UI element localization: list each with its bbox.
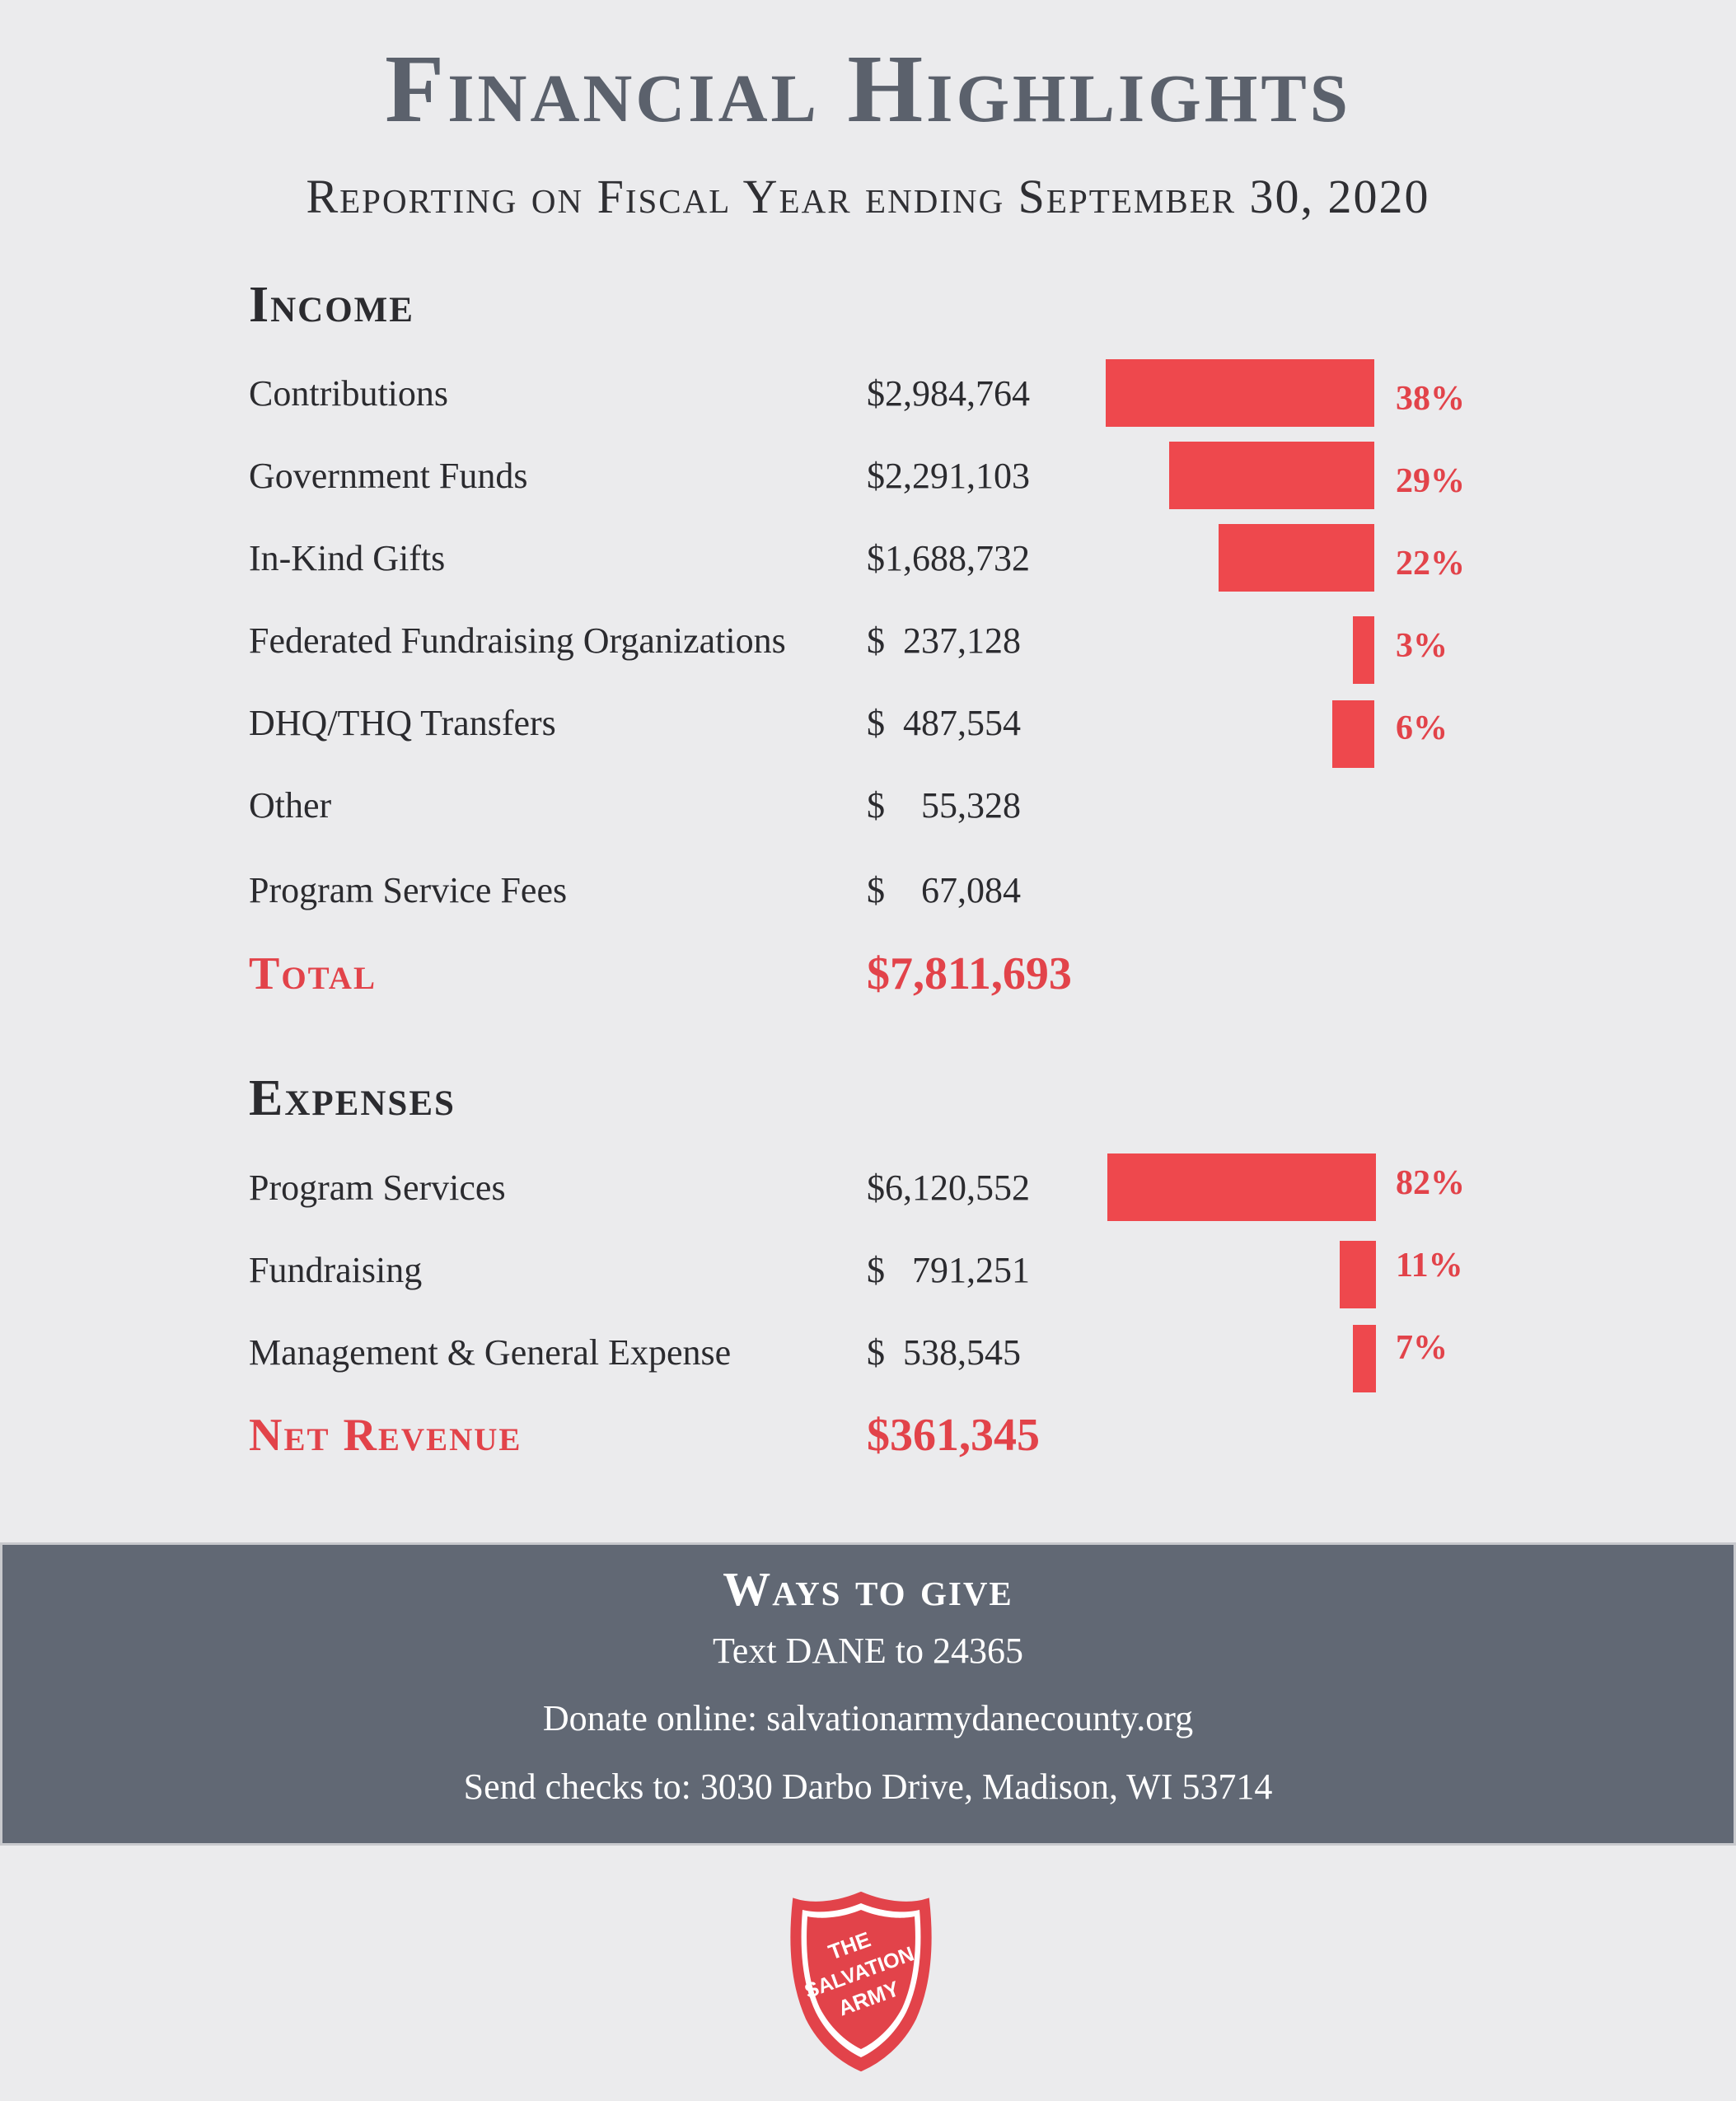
send-checks-line: Send checks to: 3030 Darbo Drive, Madiso… bbox=[463, 1766, 1273, 1807]
expense-bar-fundraising bbox=[1340, 1241, 1376, 1308]
income-row-label: Program Service Fees bbox=[249, 870, 568, 910]
income-percent: 6% bbox=[1396, 709, 1448, 747]
expense-row-label: Management & General Expense bbox=[249, 1332, 732, 1373]
income-row-label: Federated Fundraising Organizations bbox=[249, 620, 786, 661]
income-bar-contributions bbox=[1106, 359, 1374, 427]
page-subtitle: Reporting on Fiscal Year ending Septembe… bbox=[306, 170, 1430, 223]
donate-online-line[interactable]: Donate online: salvationarmydanecounty.o… bbox=[542, 1698, 1194, 1738]
income-percent: 3% bbox=[1396, 627, 1448, 665]
shield-icon: THE SALVATION ARMY bbox=[790, 1891, 932, 2072]
ways-to-give-panel bbox=[0, 1542, 1736, 1846]
income-heading: Income bbox=[249, 277, 414, 333]
text-to-give-line: Text DANE to 24365 bbox=[713, 1631, 1023, 1671]
ways-to-give-title: Ways to give bbox=[723, 1562, 1013, 1616]
income-bar-federated-fundraising bbox=[1353, 616, 1374, 684]
expense-percent: 82% bbox=[1396, 1164, 1465, 1202]
net-revenue-label: Net Revenue bbox=[249, 1410, 522, 1461]
net-revenue-amount: $361,345 bbox=[867, 1410, 1040, 1461]
expense-row-amount: $ 538,545 bbox=[867, 1332, 1021, 1373]
income-percent: 22% bbox=[1396, 545, 1465, 583]
income-row-label: Government Funds bbox=[249, 456, 528, 496]
income-total-amount: $7,811,693 bbox=[867, 948, 1072, 999]
expense-percent: 7% bbox=[1396, 1329, 1448, 1367]
income-bar-in-kind-gifts bbox=[1219, 524, 1374, 592]
income-row-amount: $ 237,128 bbox=[867, 620, 1021, 661]
income-row-amount: $2,984,764 bbox=[867, 373, 1030, 414]
income-row-label: Other bbox=[249, 785, 332, 826]
expense-row-label: Program Services bbox=[249, 1167, 506, 1208]
income-row-amount: $ 67,084 bbox=[867, 870, 1021, 910]
income-row-label: Contributions bbox=[249, 373, 449, 414]
expense-row-label: Fundraising bbox=[249, 1250, 423, 1290]
income-percent: 38% bbox=[1396, 380, 1465, 418]
income-bar-dhq-thq-transfers bbox=[1331, 700, 1374, 768]
income-row-amount: $1,688,732 bbox=[867, 538, 1030, 578]
expense-percent: 11% bbox=[1396, 1247, 1463, 1284]
income-row-label: In-Kind Gifts bbox=[249, 538, 446, 578]
income-row-label: DHQ/THQ Transfers bbox=[249, 703, 556, 743]
expense-row-amount: $ 791,251 bbox=[867, 1250, 1030, 1290]
expense-bar-program-services bbox=[1107, 1153, 1376, 1221]
expenses-heading: Expenses bbox=[249, 1070, 456, 1126]
income-row-amount: $ 487,554 bbox=[867, 703, 1021, 743]
income-bar-government-funds bbox=[1169, 442, 1374, 509]
income-total-label: Total bbox=[249, 948, 377, 999]
income-row-amount: $2,291,103 bbox=[867, 456, 1030, 496]
income-row-amount: $ 55,328 bbox=[867, 785, 1021, 826]
expense-bar-management-general bbox=[1353, 1325, 1376, 1392]
income-percent: 29% bbox=[1396, 462, 1465, 500]
page-title: Financial Highlights bbox=[385, 35, 1351, 143]
expense-row-amount: $6,120,552 bbox=[867, 1167, 1030, 1208]
salvation-army-shield-logo: THE SALVATION ARMY bbox=[784, 1887, 938, 2076]
